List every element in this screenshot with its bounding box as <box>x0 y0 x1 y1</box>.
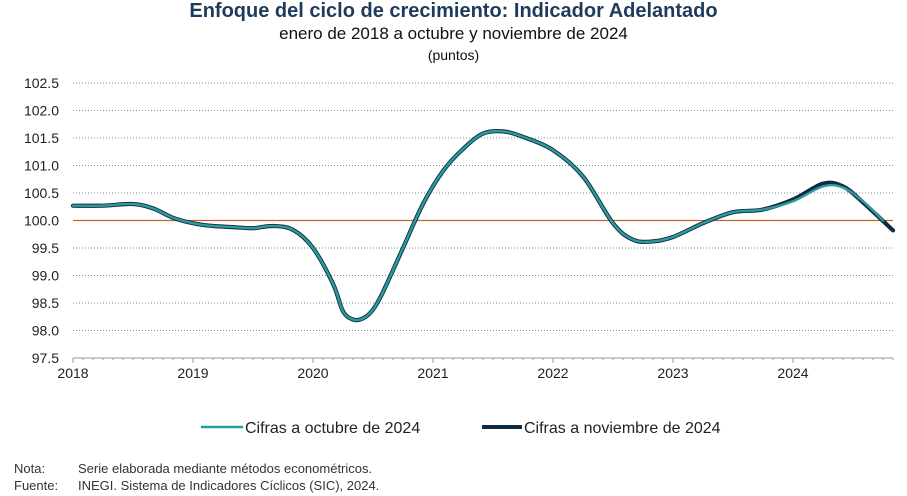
y-tick-label: 98.5 <box>32 295 59 311</box>
y-tick-label: 102.0 <box>24 103 59 119</box>
y-tick-label: 98.0 <box>32 323 59 339</box>
note-line: Nota: Serie elaborada mediante métodos ec… <box>14 461 372 476</box>
x-tick-label: 2018 <box>57 365 88 381</box>
legend-item-november-label: Cifras a noviembre de 2024 <box>524 420 721 437</box>
series-line-october <box>71 129 885 322</box>
source-text: INEGI. Sistema de Indicadores Cíclicos (… <box>78 478 380 493</box>
note-label: Nota: <box>14 461 46 476</box>
x-tick-label: 2020 <box>297 365 328 381</box>
x-tick-label: 2021 <box>417 365 448 381</box>
chart-title: Enfoque del ciclo de crecimiento: Indica… <box>189 0 718 22</box>
x-tick-label: 2023 <box>657 365 688 381</box>
chart-units: (puntos) <box>427 47 480 63</box>
y-tick-label: 99.0 <box>32 268 59 284</box>
y-tick-label: 100.0 <box>24 213 59 229</box>
y-tick-label: 102.5 <box>24 75 59 91</box>
chart-subtitle: enero de 2018 a octubre y noviembre de 2… <box>279 24 628 43</box>
y-tick-label: 99.5 <box>32 240 59 256</box>
series-line-november <box>70 128 896 323</box>
y-tick-label: 97.5 <box>32 350 59 366</box>
note-text: Serie elaborada mediante métodos economé… <box>78 461 373 476</box>
x-tick-label: 2024 <box>777 365 808 381</box>
legend-item-october-label: Cifras a octubre de 2024 <box>245 420 420 437</box>
source-line: Fuente: INEGI. Sistema de Indicadores Cíc… <box>14 478 379 493</box>
y-tick-label: 101.0 <box>24 158 59 174</box>
y-tick-label: 100.5 <box>24 185 59 201</box>
y-tick-label: 101.5 <box>24 130 59 146</box>
x-tick-label: 2019 <box>177 365 208 381</box>
source-label: Fuente: <box>14 478 59 493</box>
x-tick-label: 2022 <box>537 365 568 381</box>
